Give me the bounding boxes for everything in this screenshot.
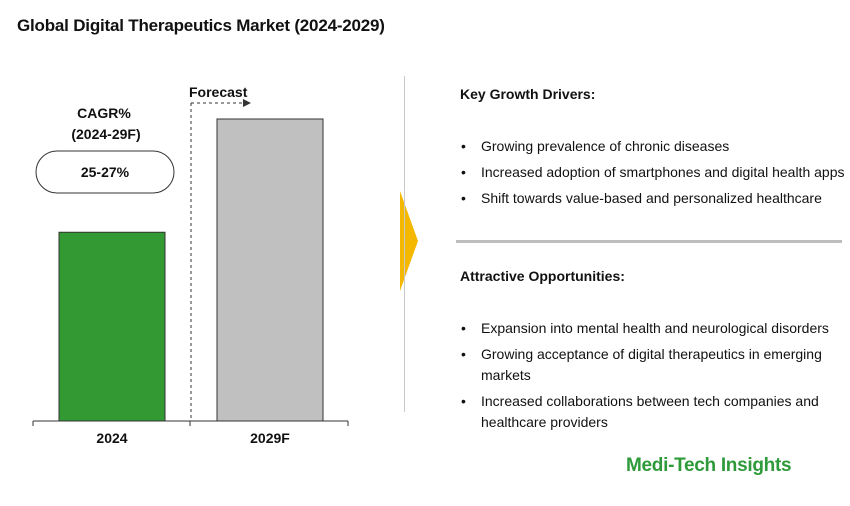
list-item-text: Expansion into mental health and neurolo… — [481, 320, 829, 336]
bar-2024 — [58, 231, 166, 422]
cagr-value-pill — [35, 150, 175, 194]
page-title: Global Digital Therapeutics Market (2024… — [17, 16, 385, 35]
bar-2029f — [216, 118, 324, 422]
list-item: • Increased adoption of smartphones and d… — [460, 162, 845, 183]
opportunities-list: • Expansion into mental health and neurol… — [460, 318, 845, 433]
list-item: • Increased collaborations between tech c… — [460, 391, 831, 433]
forecast-arrow-head — [243, 99, 251, 107]
cagr-label-line2: (2024-29F) — [71, 126, 140, 142]
growth-drivers-heading: Key Growth Drivers: — [460, 86, 596, 102]
bullet-icon: • — [461, 346, 466, 362]
growth-drivers-list: • Growing prevalence of chronic diseases … — [460, 136, 845, 209]
x-tick-label: 2024 — [96, 430, 127, 446]
brand-logo: Medi-Tech Insights — [626, 455, 792, 476]
list-item: • Growing acceptance of digital therapeut… — [460, 344, 831, 386]
forecast-label: Forecast — [189, 84, 248, 100]
bullet-icon: • — [461, 320, 466, 336]
list-item-text: Increased collaborations between tech co… — [481, 393, 819, 430]
list-item-text: Increased adoption of smartphones and di… — [481, 164, 845, 180]
bullet-icon: • — [461, 138, 466, 154]
cagr-value: 25-27% — [81, 164, 130, 180]
bullet-icon: • — [461, 393, 466, 409]
bars-group: 2024 2029F — [58, 118, 324, 446]
x-tick-label: 2029F — [250, 430, 290, 446]
market-bar-chart: Forecast CAGR% (2024-29F) 25-27% 2024 202… — [32, 84, 349, 446]
bullet-icon: • — [461, 164, 466, 180]
opportunities-heading: Attractive Opportunities: — [460, 268, 625, 284]
bullet-icon: • — [461, 190, 466, 206]
list-item: • Growing prevalence of chronic diseases — [460, 136, 845, 157]
section-divider — [456, 240, 842, 243]
growth-drivers-panel: Key Growth Drivers: • Growing prevalence … — [460, 86, 845, 214]
list-item-text: Growing acceptance of digital therapeuti… — [481, 346, 822, 383]
list-item: • Expansion into mental health and neurol… — [460, 318, 845, 339]
list-item-text: Growing prevalence of chronic diseases — [481, 138, 730, 154]
vertical-divider — [404, 76, 405, 412]
opportunities-panel: Attractive Opportunities: • Expansion int… — [460, 268, 845, 438]
transition-arrow-icon — [400, 191, 418, 291]
cagr-label-line1: CAGR% — [77, 105, 131, 121]
list-item: • Shift towards value-based and personali… — [460, 188, 845, 209]
list-item-text: Shift towards value-based and personaliz… — [481, 190, 822, 206]
